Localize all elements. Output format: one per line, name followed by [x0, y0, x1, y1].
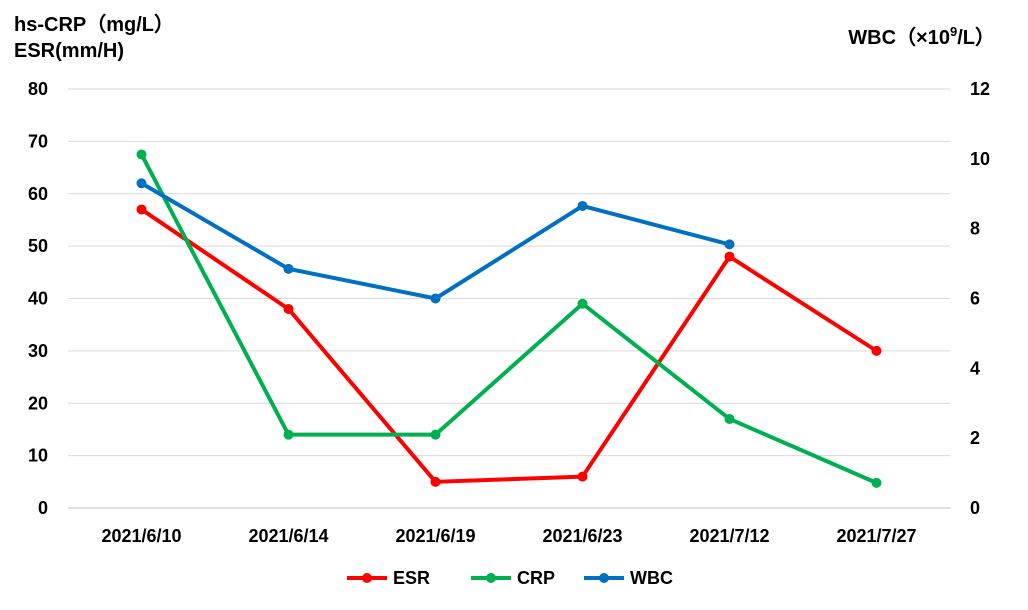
- right-axis-ticks: 0 2 4 6 8 10 12: [970, 79, 990, 518]
- data-point-esr: [871, 345, 882, 356]
- data-point-crp: [430, 429, 441, 440]
- data-point-crp: [724, 413, 735, 424]
- legend-label-wbc: WBC: [630, 568, 673, 588]
- left-tick-label: 10: [28, 446, 48, 466]
- legend-label-esr: ESR: [393, 568, 430, 588]
- left-axis-ticks: 0 10 20 30 40 50 60 70 80: [28, 79, 48, 518]
- left-tick-label: 70: [28, 131, 48, 151]
- legend-marker-wbc: [599, 573, 609, 583]
- legend-marker-esr: [362, 573, 372, 583]
- right-tick-label: 8: [970, 219, 980, 239]
- data-point-wbc: [283, 263, 294, 274]
- right-tick-label: 6: [970, 289, 980, 309]
- left-tick-label: 60: [28, 184, 48, 204]
- x-tick-label: 2021/6/14: [248, 526, 328, 546]
- left-tick-label: 30: [28, 341, 48, 361]
- data-point-crp: [136, 149, 147, 160]
- x-axis-ticks: 2021/6/10 2021/6/14 2021/6/19 2021/6/23 2021…: [101, 526, 916, 546]
- x-tick-label: 2021/7/27: [836, 526, 916, 546]
- series-line-crp: [139, 153, 878, 485]
- data-point-wbc: [136, 178, 147, 189]
- legend: ESR CRP WBC: [347, 568, 673, 588]
- data-point-crp: [577, 298, 588, 309]
- right-tick-label: 10: [970, 149, 990, 169]
- x-tick-label: 2021/6/10: [101, 526, 181, 546]
- left-tick-label: 50: [28, 236, 48, 256]
- series-line-wbc: [140, 181, 731, 301]
- gridlines: [68, 88, 950, 509]
- left-axis-title-line1: hs-CRP（mg/L）: [14, 13, 174, 36]
- data-point-crp: [871, 477, 882, 488]
- x-tick-label: 2021/6/23: [542, 526, 622, 546]
- data-point-esr: [283, 303, 294, 314]
- legend-marker-crp: [486, 573, 496, 583]
- data-point-crp: [283, 429, 294, 440]
- data-point-esr: [430, 476, 441, 487]
- left-tick-label: 40: [28, 289, 48, 309]
- left-axis-title-line2: ESR(mm/H): [14, 40, 124, 62]
- right-tick-label: 12: [970, 79, 990, 99]
- right-axis-title-main: WBC（×10: [848, 26, 950, 49]
- right-axis-title-end: /L）: [957, 26, 995, 49]
- right-axis-title-sup: 9: [950, 24, 957, 39]
- right-tick-label: 4: [970, 358, 980, 378]
- x-tick-label: 2021/6/19: [395, 526, 475, 546]
- right-tick-label: 2: [970, 428, 980, 448]
- data-point-esr: [136, 204, 147, 215]
- series-line-esr: [140, 207, 878, 484]
- left-tick-label: 0: [38, 498, 48, 518]
- right-axis-title: WBC（×109/L）: [848, 24, 995, 49]
- data-point-esr: [577, 471, 588, 482]
- data-point-wbc: [724, 239, 735, 250]
- right-tick-label: 0: [970, 498, 980, 518]
- left-tick-label: 80: [28, 79, 48, 99]
- left-tick-label: 20: [28, 393, 48, 413]
- legend-label-crp: CRP: [517, 568, 555, 588]
- x-tick-label: 2021/7/12: [689, 526, 769, 546]
- series-layer: [136, 149, 882, 488]
- data-point-wbc: [430, 293, 441, 304]
- data-point-esr: [724, 251, 735, 262]
- data-point-wbc: [577, 200, 588, 211]
